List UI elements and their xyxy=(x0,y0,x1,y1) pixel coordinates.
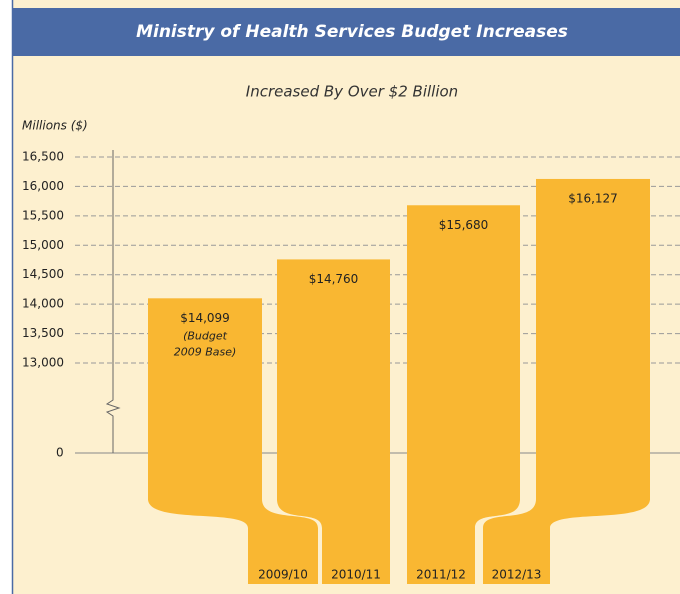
y-tick-label: 13,000 xyxy=(22,356,64,370)
bar-tail xyxy=(148,499,318,584)
x-tick-label: 2012/13 xyxy=(492,568,542,582)
y-tick-label: 14,000 xyxy=(22,297,64,311)
bar xyxy=(536,178,650,500)
y-tick-label: 0 xyxy=(56,446,64,460)
bar xyxy=(277,259,390,500)
bar-tail xyxy=(407,499,520,584)
x-tick-label: 2009/10 xyxy=(258,568,308,582)
bar-tail xyxy=(277,499,390,584)
annotation: 2009 Base) xyxy=(174,345,237,358)
y-tick-label: 15,000 xyxy=(22,238,64,252)
annotation: (Budget xyxy=(183,329,228,342)
header-bar xyxy=(12,8,680,56)
chart-subtitle: Increased By Over $2 Billion xyxy=(246,83,458,101)
chart-title: Ministry of Health Services Budget Incre… xyxy=(136,22,568,42)
bar xyxy=(148,298,262,500)
x-tick-label: 2011/12 xyxy=(416,568,466,582)
y-tick-label: 14,500 xyxy=(22,267,64,281)
value-label: $14,099 xyxy=(180,311,230,325)
value-label: $15,680 xyxy=(439,218,489,232)
bar-tail xyxy=(483,499,650,584)
y-tick-label: 15,500 xyxy=(22,208,64,222)
x-tick-label: 2010/11 xyxy=(331,568,381,582)
y-axis xyxy=(105,150,121,453)
value-label: $16,127 xyxy=(568,191,618,205)
bar xyxy=(407,205,520,500)
y-tick-label: 16,000 xyxy=(22,179,64,193)
y-tick-label: 16,500 xyxy=(22,150,64,164)
value-label: $14,760 xyxy=(309,272,359,286)
y-tick-label: 13,500 xyxy=(22,326,64,340)
y-axis-label: Millions ($) xyxy=(22,119,88,133)
